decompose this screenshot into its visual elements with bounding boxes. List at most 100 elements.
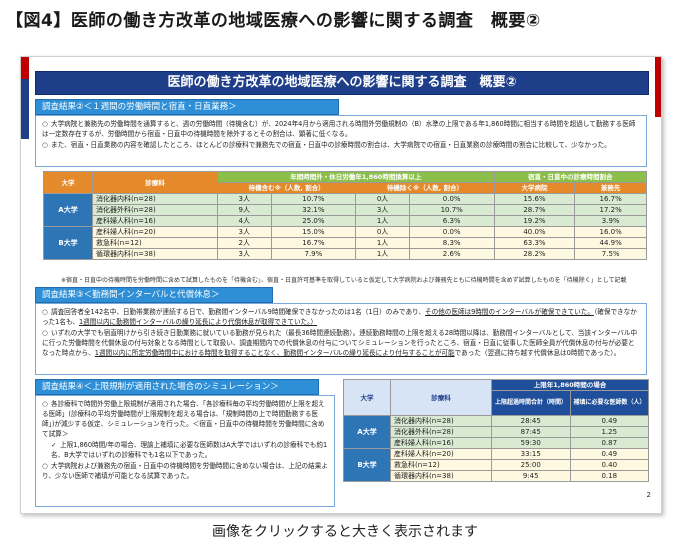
value-cell: 33:15	[491, 448, 571, 460]
value-cell: 63.3%	[493, 237, 576, 249]
col-wait-excluded-header: 待機除く※（人数, 割合）	[355, 182, 495, 194]
value-cell: 1人	[355, 248, 410, 260]
value-cell: 1人	[355, 237, 410, 249]
section-heading-week-hours: 調査結果②＜１週間の労働時間と宿直・日直業務＞	[35, 99, 339, 115]
slide-image[interactable]: 医師の働き方改革の地域医療への影響に関する調査 概要② 調査結果②＜１週間の労働…	[20, 56, 662, 514]
value-cell: 10.7%	[408, 204, 495, 216]
value-cell: 16.7%	[574, 193, 647, 205]
section3-bullet: ○ 大学病院および兼務先の宿直・日直中の待機時間を労働時間に含めない場合は、上記の…	[42, 462, 328, 480]
value-cell: 9:45	[491, 470, 571, 482]
value-cell: 0人	[355, 226, 410, 238]
section2-paragraph: ○ いずれの大学でも宿直明けから引き続き日勤業務に就いている勤務が見られた（最長3…	[42, 329, 638, 357]
value-cell: 1人	[355, 215, 410, 227]
value-cell: 3.9%	[574, 215, 647, 227]
col-dept-header: 診療科	[390, 379, 492, 416]
page-number: 2	[646, 491, 651, 499]
group-header-overtime: 年間時間外・休日労働年1,860時間換算以上	[217, 171, 495, 183]
section2-paragraph: ○ 調査回答者全142名中、日勤帯業務が連続する日で、勤務間インターバル9時間確保…	[42, 308, 637, 326]
value-cell: 0.18	[569, 470, 649, 482]
univ-group-label: B大学	[343, 448, 391, 482]
dept-cell: 消化器内科(n=28)	[92, 193, 218, 205]
value-cell: 0人	[355, 193, 410, 205]
value-cell: 15.6%	[493, 193, 576, 205]
col-univ-header: 大学	[43, 171, 93, 194]
col-dept-header: 診療科	[92, 171, 218, 194]
table-row: 産科婦人科(n=16) 4人 25.0% 1人 6.3% 19.2% 3.9%	[43, 215, 647, 227]
dept-cell: 循環器内科(n=38)	[390, 470, 492, 482]
value-cell: 7.5%	[574, 248, 647, 260]
value-cell: 9人	[217, 204, 272, 216]
value-cell: 32.1%	[270, 204, 357, 216]
dept-cell: 消化器外科(n=28)	[390, 426, 492, 438]
value-cell: 2.6%	[408, 248, 495, 260]
slide-decoration-left	[21, 57, 39, 513]
click-to-enlarge-caption[interactable]: 画像をクリックすると大きく表示されます	[212, 524, 478, 540]
value-cell: 16.7%	[270, 237, 357, 249]
value-cell: 3人	[355, 204, 410, 216]
value-cell: 3人	[217, 248, 272, 260]
col-wait-included-header: 待機含む※（人数, 割合）	[216, 182, 357, 194]
value-cell: 7.9%	[270, 248, 357, 260]
table-row: B大学 産科婦人科(n=20) 3人 15.0% 0人 0.0% 40.0% 1…	[43, 226, 647, 260]
section-heading-simulation: 調査結果④＜上限規制が適用された場合のシミュレーション＞	[35, 379, 319, 395]
section1-bullet: ○ 大学病院と兼務先の労働時間を通算すると、週の労働時間（待機含む）が、2024年…	[42, 120, 636, 138]
dept-cell: 産科婦人科(n=20)	[92, 226, 218, 238]
dept-cell: 消化器内科(n=28)	[390, 415, 492, 427]
value-cell: 2人	[217, 237, 272, 249]
table-row: 救急科(n=12) 25:00 0.40	[343, 459, 649, 471]
value-cell: 40.0%	[493, 226, 576, 238]
dept-cell: 循環器内科(n=38)	[92, 248, 218, 260]
section3-bullet: ○ 各診療科で時間外労働上限規制が適用された場合、「各診療科毎の平均労働時間が上限…	[42, 400, 325, 438]
dept-cell: 救急科(n=12)	[92, 237, 218, 249]
dept-cell: 消化器外科(n=28)	[92, 204, 218, 216]
col-univ-header: 大学	[343, 379, 391, 416]
figure-title: 【図4】医師の働き方改革の地域医療への影響に関する調査 概要②	[6, 11, 541, 31]
dept-cell: 産科婦人科(n=16)	[92, 215, 218, 227]
dept-cell: 産科婦人科(n=16)	[390, 437, 492, 449]
col-needed-doctors-header: 補填に必要な医師数（人）	[569, 390, 649, 416]
table-row: A大学 消化器内科(n=28) 28:45 0.49	[343, 415, 649, 449]
value-cell: 25:00	[491, 459, 571, 471]
value-cell: 10.7%	[270, 193, 357, 205]
table-row: 救急科(n=12) 2人 16.7% 1人 8.3% 63.3% 44.9%	[43, 237, 647, 249]
simulation-table: 大学 診療科 上限年1,860時間の場合 上限超過時間合計（時間） 補填に必要な…	[343, 379, 649, 482]
table-row: 循環器内科(n=38) 9:45 0.18	[343, 470, 649, 482]
value-cell: 28.2%	[493, 248, 576, 260]
table-row: A大学 消化器内科(n=28) 3人 10.7% 0人 0.0% 15.6% 1…	[43, 193, 647, 227]
col-excess-hours-header: 上限超過時間合計（時間）	[491, 390, 571, 416]
value-cell: 0.87	[569, 437, 649, 449]
value-cell: 17.2%	[574, 204, 647, 216]
value-cell: 28:45	[491, 415, 571, 427]
value-cell: 16.0%	[574, 226, 647, 238]
value-cell: 0.40	[569, 459, 649, 471]
check-icon: ✓	[51, 441, 57, 449]
value-cell: 8.3%	[408, 237, 495, 249]
value-cell: 6.3%	[408, 215, 495, 227]
value-cell: 59:30	[491, 437, 571, 449]
univ-group-label: A大学	[43, 193, 93, 227]
value-cell: 15.0%	[270, 226, 357, 238]
value-cell: 0.0%	[408, 226, 495, 238]
value-cell: 0.49	[569, 415, 649, 427]
work-hours-table: 大学 診療科 年間時間外・休日労働年1,860時間換算以上 宿直・日直中の診療時…	[43, 171, 648, 260]
group-header-night-duty: 宿直・日直中の診療時間割合	[493, 171, 648, 183]
dept-cell: 救急科(n=12)	[390, 459, 492, 471]
univ-group-label: A大学	[343, 415, 391, 449]
value-cell: 19.2%	[493, 215, 576, 227]
value-cell: 1.25	[569, 426, 649, 438]
value-cell: 4人	[217, 215, 272, 227]
col-other-hospital-header: 兼務先	[574, 182, 647, 194]
value-cell: 0.49	[569, 448, 649, 460]
section3-check-item: ✓ 上限1,860時間/年の場合、理論上補填に必要な医師数はA大学ではいずれの診療…	[51, 441, 328, 459]
section1-bullet: ○ また、宿直・日直業務の内容を確認したところ、ほとんどの診療科で兼務先での宿直・…	[42, 141, 611, 149]
table-row: B大学 産科婦人科(n=20) 33:15 0.49	[343, 448, 649, 482]
group-header-1860: 上限年1,860時間の場合	[491, 379, 649, 391]
table-row: 循環器内科(n=38) 3人 7.9% 1人 2.6% 28.2% 7.5%	[43, 248, 647, 260]
table-row: 産科婦人科(n=16) 59:30 0.87	[343, 437, 649, 449]
section1-text-box: ○ 大学病院と兼務先の労働時間を通算すると、週の労働時間（待機含む）が、2024年…	[35, 115, 647, 167]
slide-title: 医師の働き方改革の地域医療への影響に関する調査 概要②	[35, 71, 649, 95]
table-row: 消化器外科(n=28) 9人 32.1% 3人 10.7% 28.7% 17.2…	[43, 204, 647, 216]
value-cell: 87:45	[491, 426, 571, 438]
section-heading-interval: 調査結果③＜勤務間インターバルと代償休息＞	[35, 287, 273, 303]
dept-cell: 産科婦人科(n=20)	[390, 448, 492, 460]
